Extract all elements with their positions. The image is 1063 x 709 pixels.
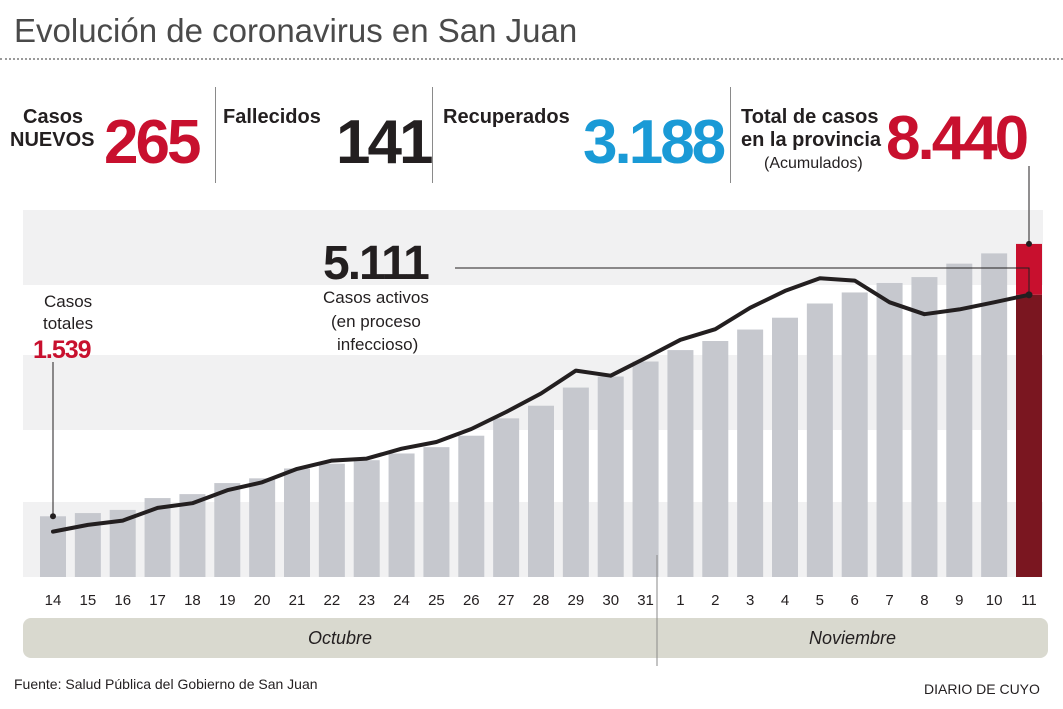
bar <box>214 483 241 577</box>
x-tick-label: 14 <box>45 592 62 609</box>
totales-value: 1.539 <box>33 336 92 364</box>
x-tick-label: 31 <box>637 592 654 609</box>
x-tick-label: 19 <box>219 592 236 609</box>
activos-value: 5.111 <box>323 237 430 290</box>
x-tick-label: 30 <box>602 592 619 609</box>
activos-label-2: (en proceso <box>331 312 421 331</box>
x-tick-label: 9 <box>955 592 963 609</box>
bar <box>632 361 659 577</box>
total-label-1: Total de casos <box>741 106 879 128</box>
x-tick-label: 28 <box>533 592 550 609</box>
x-tick-label: 7 <box>885 592 893 609</box>
x-tick-label: 8 <box>920 592 928 609</box>
brand-logo-text: DIARIO DE CUYO <box>924 681 1040 697</box>
title-divider <box>0 58 1063 60</box>
totales-label-1: Casos <box>44 292 93 311</box>
total-dot <box>1026 240 1032 247</box>
month-label: Noviembre <box>809 628 896 648</box>
nuevos-label-1: Casos <box>23 106 84 128</box>
x-tick-label: 2 <box>711 592 719 609</box>
x-tick-label: 11 <box>1021 592 1037 609</box>
bar <box>702 340 729 577</box>
activos-label-3: infeccioso) <box>337 335 419 354</box>
bar <box>667 350 694 577</box>
x-tick-label: 26 <box>463 592 480 609</box>
bar <box>493 418 520 577</box>
chart-title: Evolución de coronavirus en San Juan <box>14 12 578 49</box>
x-tick-label: 4 <box>781 592 789 609</box>
bar <box>528 405 554 577</box>
activos-dot <box>1025 291 1033 299</box>
stat-separator <box>432 87 433 183</box>
nuevos-value: 265 <box>104 108 201 177</box>
grid-band <box>23 210 1043 285</box>
bar <box>876 282 903 577</box>
bar <box>423 447 450 577</box>
active-cases-line <box>51 276 1031 534</box>
totales-dot <box>50 513 56 520</box>
x-tick-label: 18 <box>184 592 201 609</box>
total-label-2: en la provincia <box>741 129 882 151</box>
bar <box>946 263 973 577</box>
x-tick-label: 23 <box>358 592 375 609</box>
month-label: Octubre <box>308 628 372 648</box>
month-band <box>23 618 1048 658</box>
x-tick-label: 15 <box>80 592 97 609</box>
fallecidos-value: 141 <box>336 108 433 177</box>
x-tick-label: 27 <box>498 592 515 609</box>
bar <box>458 435 485 577</box>
x-tick-label: 25 <box>428 592 445 609</box>
bar-highlight-active <box>1016 294 1042 577</box>
bar <box>388 453 415 577</box>
x-tick-label: 6 <box>851 592 859 609</box>
bar <box>737 329 764 577</box>
bar <box>318 463 345 577</box>
fallecidos-label: Fallecidos <box>223 106 321 128</box>
total-sub: (Acumulados) <box>764 155 863 172</box>
x-tick-label: 21 <box>289 592 306 609</box>
x-tick-label: 20 <box>254 592 271 609</box>
activos-label-1: Casos activos <box>323 288 429 307</box>
recuperados-value: 3.188 <box>583 108 726 177</box>
bar <box>841 292 868 577</box>
source-note: Fuente: Salud Pública del Gobierno de Sa… <box>14 676 318 692</box>
x-tick-label: 10 <box>986 592 1003 609</box>
recuperados-label: Recuperados <box>443 106 570 128</box>
x-tick-label: 5 <box>816 592 824 609</box>
totales-label-2: totales <box>43 314 94 333</box>
x-tick-label: 1 <box>676 592 684 609</box>
x-tick-label: 16 <box>114 592 131 609</box>
total-value: 8.440 <box>886 104 1029 173</box>
bar <box>911 277 938 577</box>
nuevos-label-2: NUEVOS <box>10 129 95 151</box>
bar <box>179 494 206 577</box>
x-tick-label: 29 <box>568 592 585 609</box>
bar <box>284 468 310 577</box>
stat-separator <box>730 87 731 183</box>
x-tick-label: 3 <box>746 592 754 609</box>
bar <box>806 303 833 577</box>
bar <box>772 317 798 577</box>
x-tick-label: 17 <box>149 592 166 609</box>
x-tick-label: 24 <box>393 592 410 609</box>
bar <box>597 376 624 577</box>
bar <box>40 516 66 577</box>
bar <box>249 478 276 577</box>
stat-separator <box>215 87 216 183</box>
bar <box>562 387 589 577</box>
bar <box>981 253 1008 578</box>
x-tick-label: 22 <box>324 592 341 609</box>
bar <box>353 460 380 577</box>
activos-leader <box>455 267 1030 295</box>
